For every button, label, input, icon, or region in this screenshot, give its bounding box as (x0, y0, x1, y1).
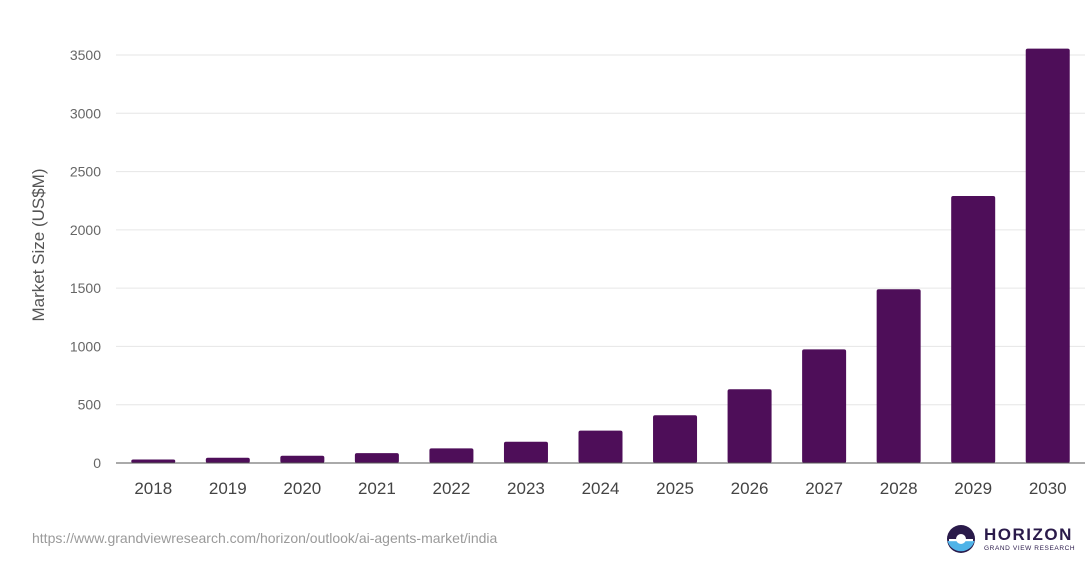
horizon-logo-icon (947, 525, 975, 553)
x-tick-label: 2018 (134, 479, 172, 498)
y-axis-label: Market Size (US$M) (29, 168, 48, 321)
bar-2019 (205, 457, 250, 463)
bar-2020 (280, 455, 325, 463)
x-tick-label: 2021 (358, 479, 396, 498)
x-tick-label: 2026 (731, 479, 769, 498)
y-axis-ticks: 0 500 1000 1500 2000 2500 3000 3500 (70, 47, 101, 471)
x-tick-label: 2030 (1029, 479, 1067, 498)
bar-2029 (951, 196, 996, 463)
bar-2021 (354, 453, 399, 463)
bar-2025 (653, 415, 698, 463)
y-tick-label: 2000 (70, 222, 101, 238)
x-tick-label: 2020 (283, 479, 321, 498)
y-tick-label: 1500 (70, 280, 101, 296)
bar-2018 (131, 459, 176, 463)
logo-subtitle: GRAND VIEW RESEARCH (984, 544, 1076, 552)
x-tick-label: 2019 (209, 479, 247, 498)
bar-2030 (1025, 48, 1070, 464)
x-tick-label: 2025 (656, 479, 694, 498)
bar-2022 (429, 448, 474, 463)
y-tick-label: 2500 (70, 164, 101, 180)
bar-chart: 0 500 1000 1500 2000 2500 3000 3500 2018 2019 202… (29, 47, 1085, 498)
bar-2023 (503, 441, 548, 463)
y-tick-label: 500 (78, 397, 102, 413)
x-tick-label: 2027 (805, 479, 843, 498)
y-tick-label: 3000 (70, 105, 101, 121)
bar-2024 (578, 430, 623, 463)
y-tick-label: 3500 (70, 47, 101, 63)
x-tick-label: 2022 (433, 479, 471, 498)
source-url[interactable]: https://www.grandviewresearch.com/horizo… (32, 530, 498, 546)
bars (131, 48, 1070, 464)
x-tick-label: 2029 (954, 479, 992, 498)
bar-2027 (802, 349, 847, 463)
y-tick-label: 1000 (70, 338, 101, 354)
y-tick-label: 0 (93, 455, 101, 471)
logo-name: HORIZON (984, 524, 1073, 544)
bar-2028 (876, 289, 921, 463)
grid-lines (116, 54, 1085, 406)
x-tick-label: 2028 (880, 479, 918, 498)
horizon-logo: HORIZON GRAND VIEW RESEARCH (946, 522, 1076, 556)
bar-2026 (727, 389, 772, 463)
x-axis-ticks: 2018 2019 2020 2021 2022 2023 2024 2025 2026 2027… (134, 479, 1066, 498)
x-tick-label: 2024 (582, 479, 620, 498)
x-tick-label: 2023 (507, 479, 545, 498)
